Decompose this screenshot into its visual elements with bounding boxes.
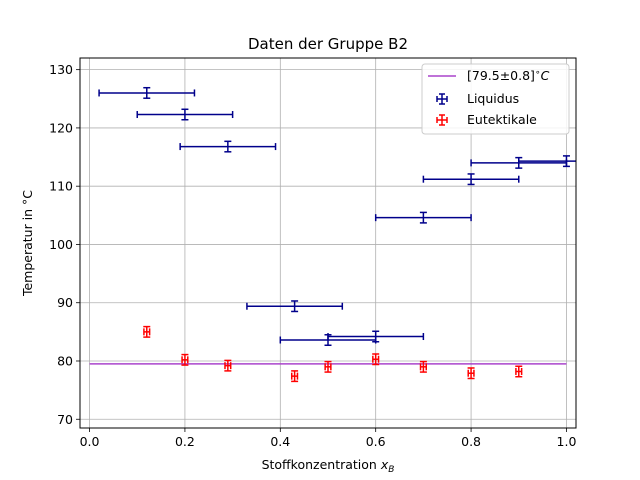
y-tick-label: 90 [57,295,73,310]
legend-box [421,63,570,135]
liquidus-point [518,155,576,168]
legend-entry-eutektikale: Eutektikale [436,112,537,127]
chart-title: Daten der Gruppe B2 [248,35,408,53]
liquidus-point [374,211,472,224]
liquidus-point [98,86,196,99]
legend-liquidus-label: Liquidus [467,91,519,106]
eutektikale-point [324,360,332,373]
eutektikale-point [419,360,427,373]
legend-eutektikale-label: Eutektikale [467,112,537,127]
legend-reference-label: [79.5±0.8]∘C [467,68,550,83]
liquidus-point [327,330,425,343]
y-axis-title: Temperatur in °C [20,190,35,297]
eutektikale-point [291,370,299,383]
x-axis-title-var: x [380,457,389,472]
tick-layer: 0.0 0.2 0.4 0.6 0.8 1.0 70 80 90 100 110 120 130 [49,62,576,449]
plot-frame [79,57,577,429]
legend-reference-label-main: [79.5±0.8] [467,68,535,83]
legend-reference-label-unit: C [541,68,550,83]
liquidus-point [179,140,277,153]
y-tick-label: 110 [49,179,73,194]
eutektikale-point [467,367,475,380]
x-axis-title: Stoffkonzentration xB [262,457,395,475]
x-tick-label: 1.0 [557,434,577,449]
eutektikale-point [181,353,189,366]
liquidus-point [422,173,520,186]
x-tick-label: 0.6 [366,434,386,449]
x-tick-label: 0.2 [175,434,195,449]
grid [80,58,576,428]
y-tick-label: 80 [57,353,73,368]
series-layer [98,86,576,383]
x-axis-title-text: Stoffkonzentration [262,457,377,472]
x-axis-title-sub: B [388,465,394,475]
y-tick-label: 70 [57,412,73,427]
y-tick-label: 130 [49,62,73,77]
x-tick-label: 0.8 [461,434,481,449]
y-tick-label: 120 [49,120,73,135]
eutektikale-point [224,359,232,372]
eutektikale-point [143,325,151,338]
legend: [79.5±0.8]∘C Liquidus Eutektikale [421,63,570,135]
x-tick-label: 0.4 [270,434,290,449]
liquidus-point [136,108,234,121]
y-tick-label: 100 [49,237,73,252]
x-tick-label: 0.0 [80,434,100,449]
legend-entry-liquidus: Liquidus [436,91,519,106]
legend-eutektikale-swatch [436,114,448,126]
liquidus-point [246,300,344,313]
eutektikale-point [372,353,380,366]
eutektikale-point [515,365,523,378]
legend-entry-reference: [79.5±0.8]∘C [428,68,550,83]
legend-reference-label-sup: ∘ [535,68,541,78]
legend-liquidus-swatch [436,93,448,105]
